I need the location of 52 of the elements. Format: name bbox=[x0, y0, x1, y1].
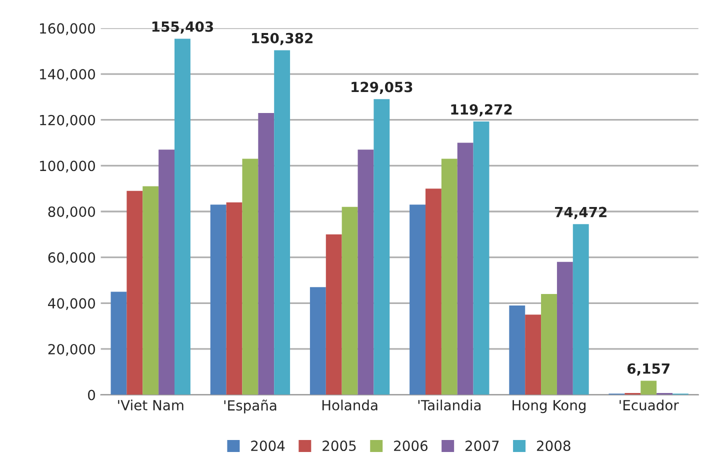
data-label: 150,382 bbox=[252, 32, 312, 46]
data-label: 129,053 bbox=[352, 82, 412, 94]
bar bbox=[274, 50, 290, 395]
bar bbox=[410, 204, 426, 395]
bar bbox=[541, 294, 557, 395]
bar bbox=[242, 158, 258, 395]
bar bbox=[126, 190, 143, 395]
bar bbox=[226, 202, 242, 395]
y-tick-label: 0 bbox=[88, 390, 96, 400]
bar bbox=[556, 262, 573, 395]
bar bbox=[258, 112, 274, 395]
bar bbox=[441, 158, 458, 395]
legend-label: 2006 bbox=[394, 440, 428, 452]
x-tick-label: 'España bbox=[224, 400, 276, 414]
legend-label: 2008 bbox=[536, 440, 570, 452]
bar bbox=[374, 99, 390, 395]
legend-label: 2005 bbox=[322, 440, 356, 452]
legend-label: 2007 bbox=[466, 440, 499, 452]
bar bbox=[110, 292, 127, 395]
bar bbox=[342, 206, 358, 395]
bar bbox=[310, 287, 326, 395]
y-tick-label: 160,000 bbox=[40, 23, 96, 36]
y-tick-label: 140,000 bbox=[40, 68, 96, 81]
y-tick-label: 60,000 bbox=[48, 252, 96, 264]
y-tick-label: 80,000 bbox=[48, 206, 96, 218]
x-tick-label: 'Tailandia bbox=[418, 400, 481, 410]
data-label: 155,403 bbox=[152, 21, 213, 34]
bar bbox=[142, 186, 159, 395]
bar bbox=[326, 234, 342, 395]
bar bbox=[174, 38, 190, 395]
bar bbox=[358, 150, 374, 395]
y-tick-label: 120,000 bbox=[40, 114, 96, 127]
bar bbox=[572, 224, 589, 395]
legend-label: 2004 bbox=[251, 440, 285, 452]
bar bbox=[525, 314, 542, 395]
bar bbox=[457, 142, 474, 395]
bar bbox=[210, 204, 226, 395]
data-label: 119,272 bbox=[451, 104, 512, 116]
bar bbox=[158, 150, 175, 395]
x-tick-label: Holanda bbox=[322, 400, 378, 410]
y-tick-label: 100,000 bbox=[40, 160, 96, 173]
bar bbox=[640, 380, 657, 395]
bar bbox=[425, 188, 442, 395]
x-tick-label: 'Ecuador bbox=[620, 400, 679, 410]
bar bbox=[473, 122, 490, 395]
y-tick-label: 40,000 bbox=[48, 298, 96, 310]
x-tick-label: 'Viet Nam bbox=[118, 400, 184, 410]
data-label: 6,157 bbox=[627, 363, 670, 376]
y-tick-label: 20,000 bbox=[48, 344, 96, 356]
x-tick-label: Hong Kong bbox=[512, 400, 586, 414]
bar bbox=[509, 305, 526, 395]
data-label: 74,472 bbox=[555, 206, 606, 220]
